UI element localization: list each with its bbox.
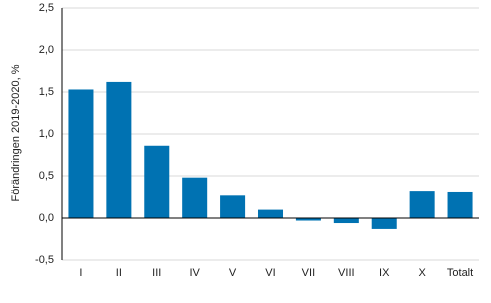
y-tick-label: 0,5: [39, 170, 54, 182]
bar: [220, 195, 246, 218]
x-tick-label: VIII: [338, 267, 355, 279]
bar: [106, 81, 132, 218]
bar: [447, 191, 473, 218]
bar: [257, 209, 284, 218]
bar: [182, 177, 208, 218]
bar: [68, 89, 94, 218]
bar: [371, 218, 397, 229]
y-axis-label: Förändringen 2019-2020, %: [10, 64, 22, 201]
x-tick-label: I: [79, 267, 82, 279]
bar: [144, 145, 170, 218]
y-tick-label: 0,0: [39, 212, 54, 224]
x-tick-label: X: [418, 267, 426, 279]
y-tick-label: 2,5: [39, 2, 54, 14]
bar: [409, 191, 435, 218]
y-tick-label: 1,0: [39, 128, 54, 140]
bar: [295, 218, 321, 221]
y-tick-label: -0,5: [35, 254, 54, 266]
x-tick-label: IV: [189, 267, 200, 279]
x-tick-label: II: [116, 267, 122, 279]
x-tick-label: Totalt: [447, 267, 473, 279]
y-tick-label: 1,5: [39, 86, 54, 98]
y-tick-label: 2,0: [39, 44, 54, 56]
bar: [333, 218, 359, 224]
x-tick-label: IX: [379, 267, 390, 279]
x-tick-label: III: [152, 267, 161, 279]
x-tick-label: VI: [265, 267, 275, 279]
x-tick-label: V: [229, 267, 237, 279]
x-tick-label: VII: [302, 267, 315, 279]
